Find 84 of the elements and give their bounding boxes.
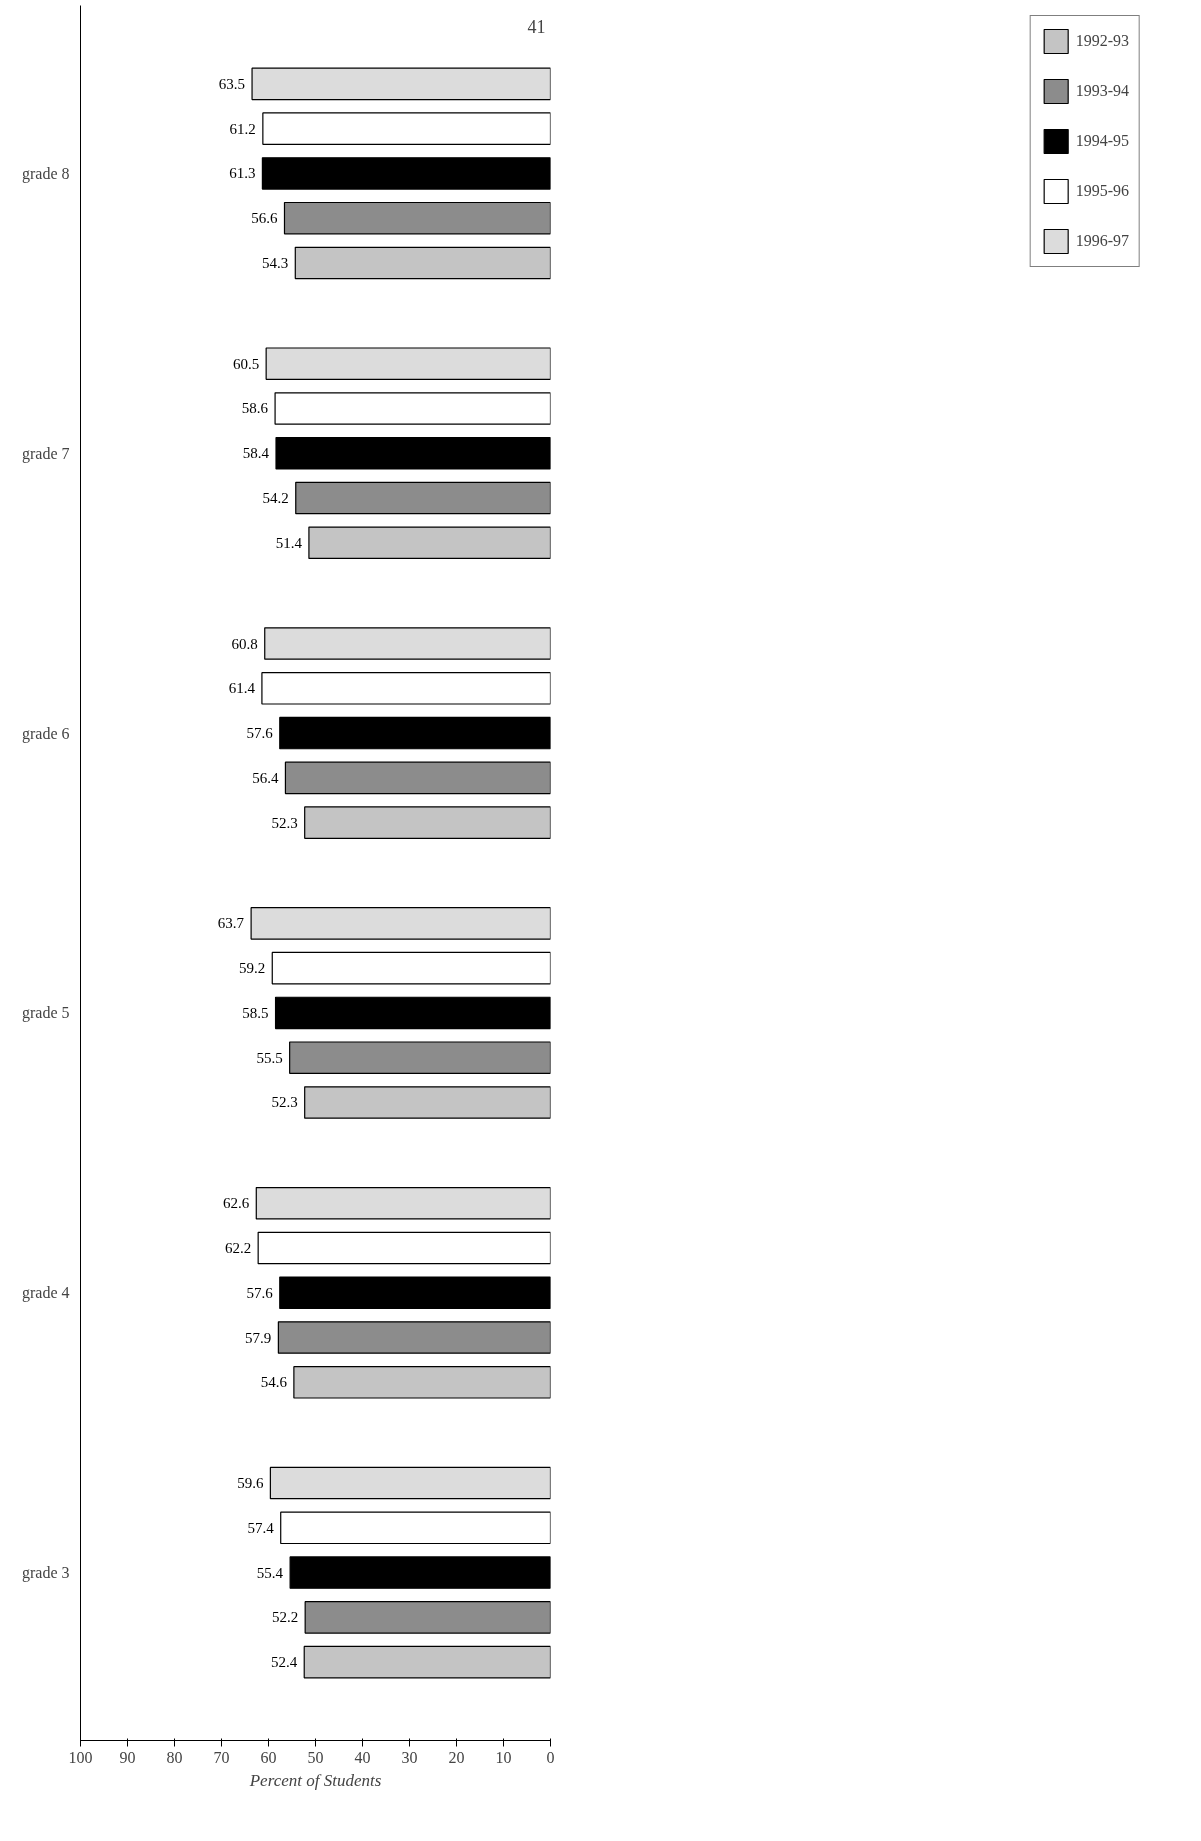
bar xyxy=(304,1601,551,1634)
bar xyxy=(274,392,551,425)
legend-label: 1993-94 xyxy=(1075,82,1129,100)
data-label: 60.8 xyxy=(231,635,258,652)
data-label: 59.6 xyxy=(237,1475,264,1492)
data-label: 51.4 xyxy=(275,534,303,551)
y-tick-label: grade 4 xyxy=(21,1284,70,1303)
data-label: 63.7 xyxy=(217,915,245,932)
bar xyxy=(262,112,551,145)
data-label: 61.3 xyxy=(229,165,256,182)
x-tick-label: 100 xyxy=(68,1748,93,1766)
data-label: 54.2 xyxy=(262,490,289,507)
data-label: 60.5 xyxy=(232,355,260,372)
data-label: 61.4 xyxy=(228,680,256,697)
x-tick-label: 90 xyxy=(119,1748,136,1766)
bar xyxy=(289,1556,551,1589)
data-label: 57.4 xyxy=(247,1519,275,1536)
bar xyxy=(257,1231,551,1265)
x-tick-label: 70 xyxy=(213,1748,230,1766)
bar xyxy=(255,1186,551,1220)
bar xyxy=(283,201,551,235)
bar xyxy=(303,1645,551,1679)
bar xyxy=(279,1276,551,1310)
data-label: 58.4 xyxy=(242,445,270,462)
x-tick-label: 30 xyxy=(401,1748,418,1766)
bar xyxy=(250,907,551,940)
data-label: 52.4 xyxy=(270,1654,298,1671)
data-label: 52.3 xyxy=(271,814,298,831)
bar xyxy=(251,67,551,101)
x-tick-label: 60 xyxy=(260,1748,277,1766)
bar xyxy=(279,716,551,750)
bar xyxy=(261,672,551,705)
data-label: 56.6 xyxy=(251,210,278,227)
data-label: 52.2 xyxy=(271,1609,299,1626)
legend-label: 1996-97 xyxy=(1075,232,1129,250)
x-axis-title: Percent of Students xyxy=(248,1770,382,1790)
bar xyxy=(264,627,551,660)
bar xyxy=(265,347,551,380)
bar xyxy=(280,1511,551,1545)
x-tick-label: 50 xyxy=(307,1748,324,1766)
bar xyxy=(274,996,551,1030)
bar xyxy=(277,1321,551,1354)
y-tick-label: grade 6 xyxy=(21,724,70,743)
data-label: 61.2 xyxy=(229,120,256,137)
legend-label: 1995-96 xyxy=(1075,182,1129,200)
y-tick-label: grade 3 xyxy=(21,1564,70,1583)
data-label: 55.5 xyxy=(256,1049,283,1066)
legend-label: 1992-93 xyxy=(1075,32,1129,50)
legend-label: 1994-95 xyxy=(1075,132,1129,150)
data-label: 57.9 xyxy=(245,1329,272,1346)
bar xyxy=(295,481,551,515)
bar xyxy=(304,1086,551,1119)
y-tick-label: grade 8 xyxy=(21,164,70,183)
bar xyxy=(284,761,551,795)
bar xyxy=(294,246,551,280)
bar xyxy=(271,951,551,985)
y-tick-label: grade 7 xyxy=(21,444,70,463)
data-label: 58.5 xyxy=(242,1004,269,1021)
bar xyxy=(289,1041,551,1074)
bar xyxy=(293,1366,551,1399)
x-tick-label: 20 xyxy=(448,1748,465,1766)
data-label: 54.6 xyxy=(260,1374,288,1391)
x-tick-label: 40 xyxy=(354,1748,371,1766)
bar xyxy=(261,157,551,190)
data-label: 58.6 xyxy=(241,400,269,417)
x-tick-label: 80 xyxy=(166,1748,183,1766)
data-label: 57.6 xyxy=(246,1284,274,1301)
data-label: 52.3 xyxy=(271,1094,298,1111)
data-label: 63.5 xyxy=(218,75,246,92)
data-label: 62.6 xyxy=(223,1195,250,1212)
annotation: 41 xyxy=(527,17,546,38)
bar xyxy=(304,806,551,839)
data-label: 56.4 xyxy=(252,769,279,786)
x-tick-label: 0 xyxy=(546,1748,555,1766)
x-tick-label: 10 xyxy=(495,1748,512,1766)
y-tick-label: grade 5 xyxy=(21,1004,70,1023)
data-label: 62.2 xyxy=(224,1239,252,1256)
data-label: 54.3 xyxy=(262,254,289,271)
bar xyxy=(308,526,551,560)
bar xyxy=(275,436,551,470)
data-label: 55.4 xyxy=(256,1564,284,1581)
data-label: 57.6 xyxy=(246,725,274,742)
data-label: 59.2 xyxy=(239,960,266,977)
bar xyxy=(269,1466,551,1500)
